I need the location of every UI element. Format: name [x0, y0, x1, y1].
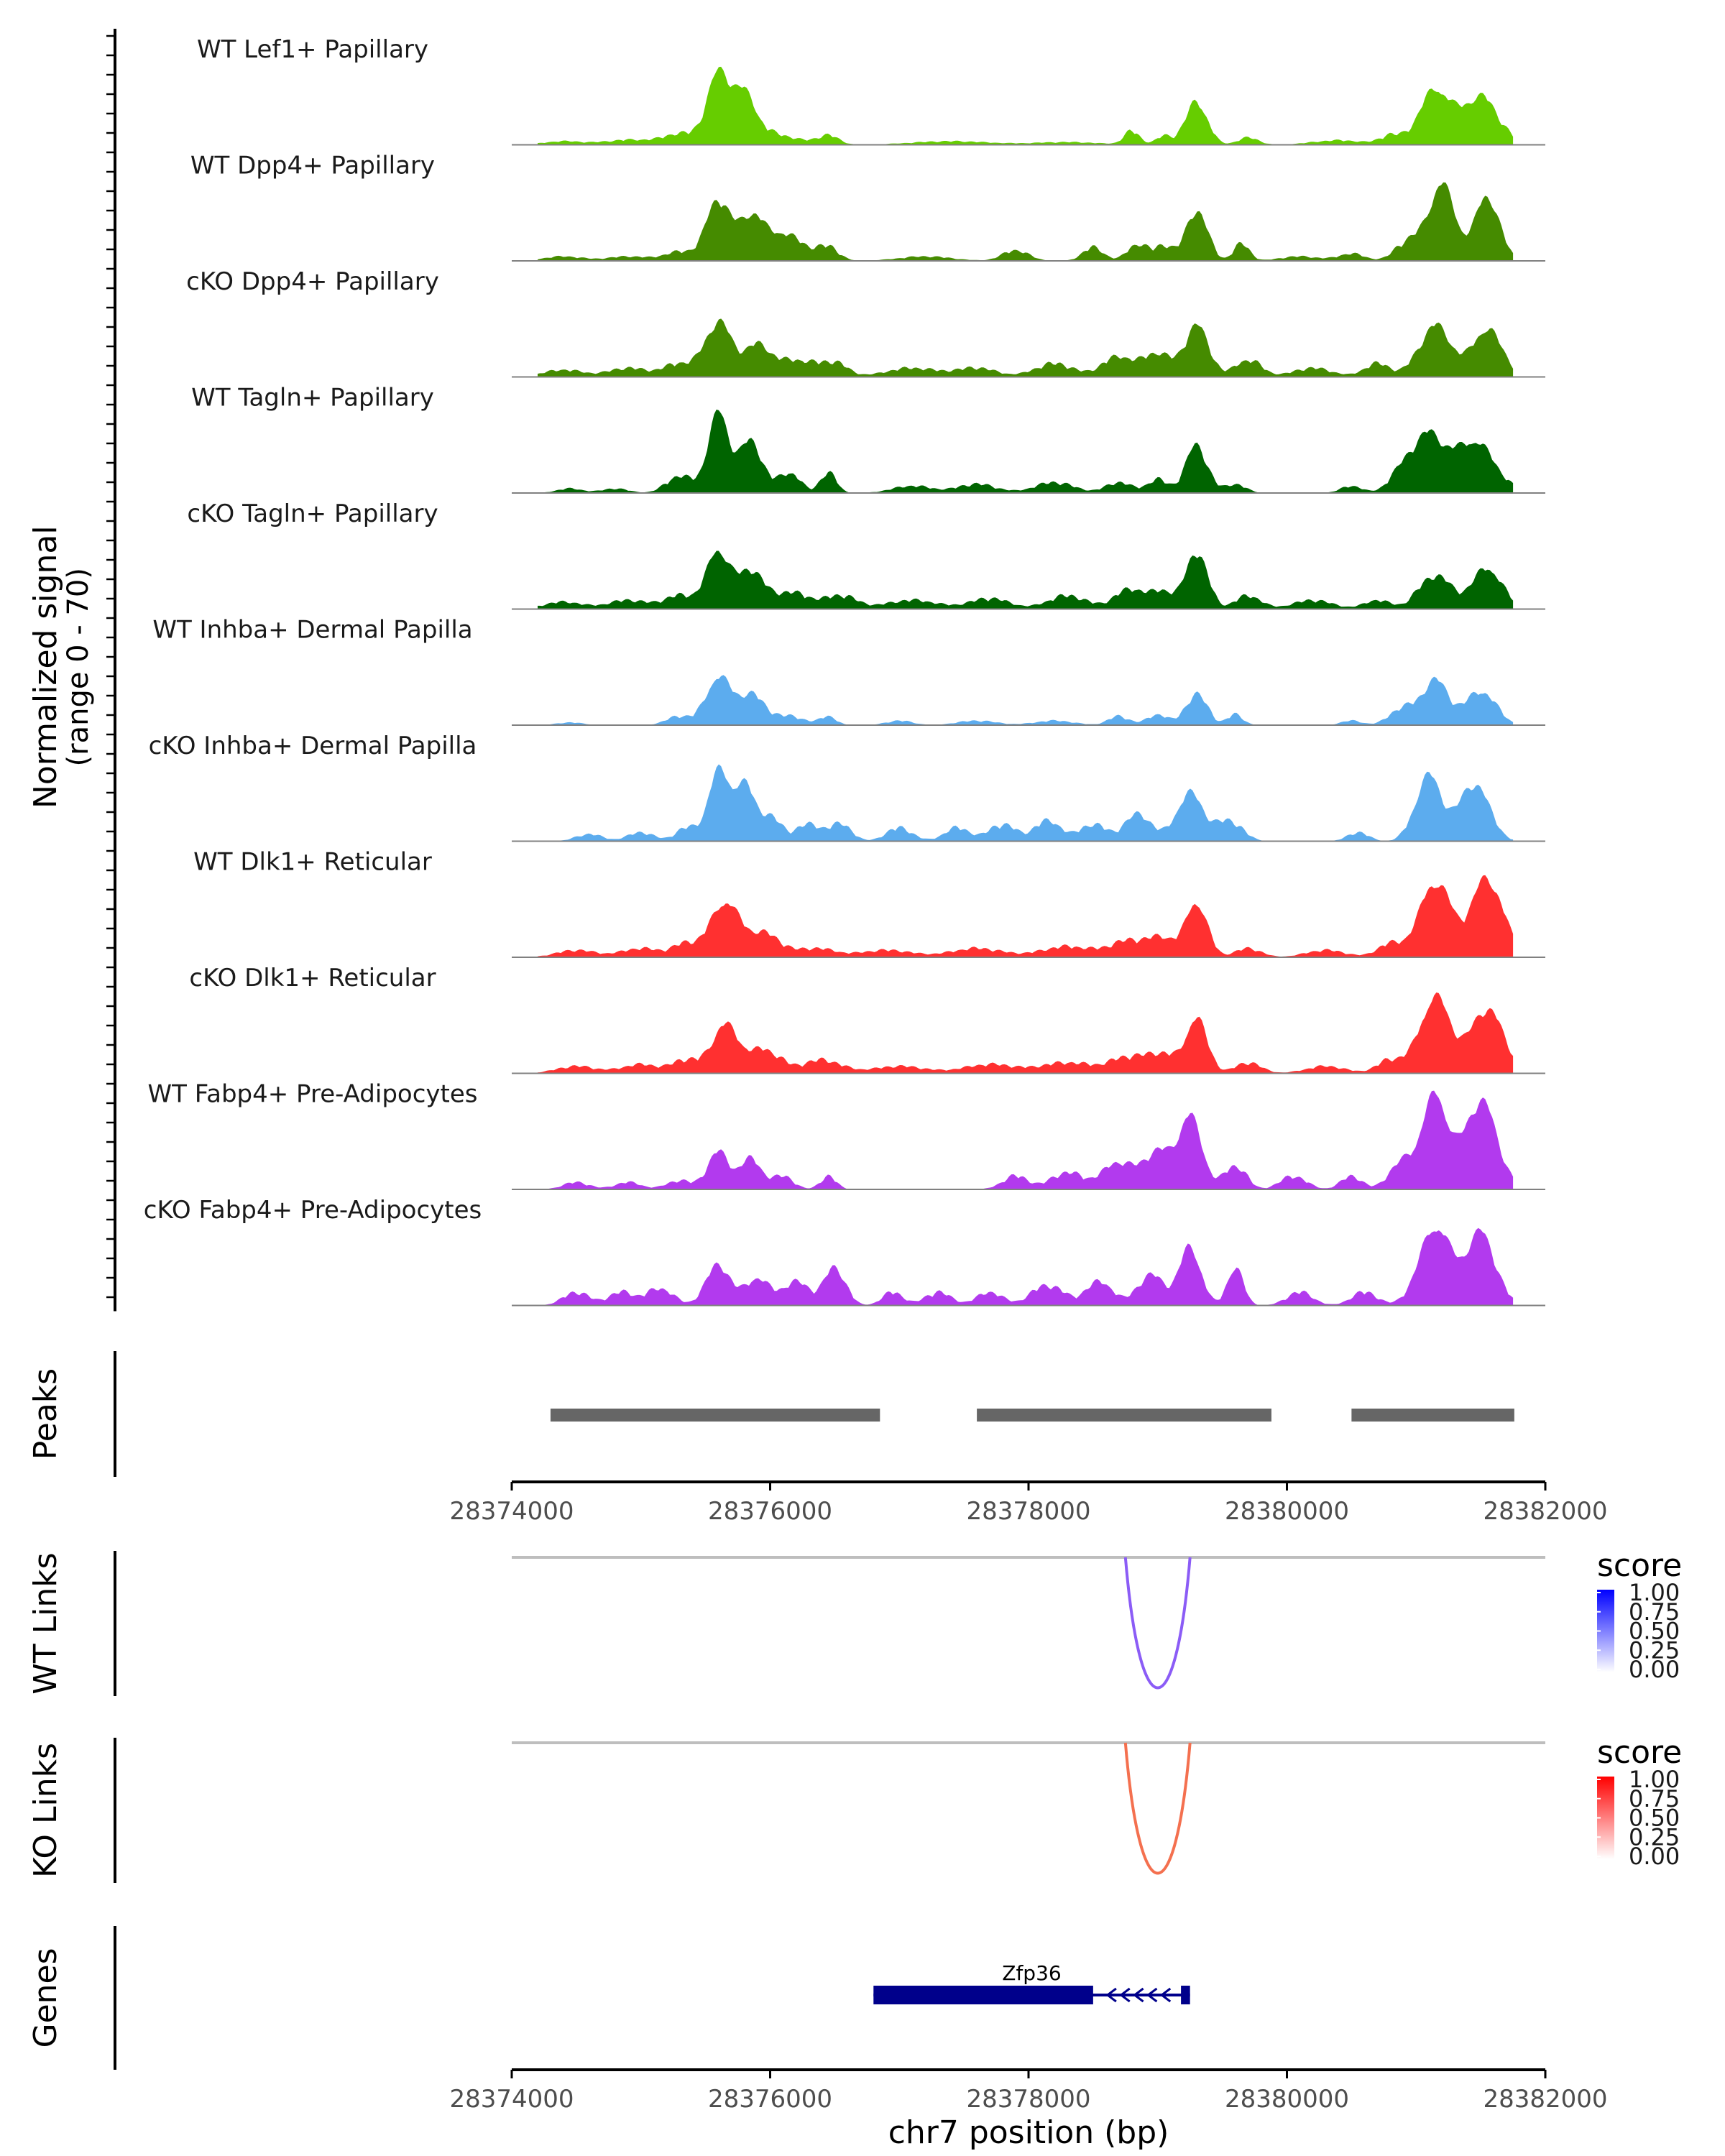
track-label: cKO Dpp4+ Papillary	[186, 267, 439, 296]
ko-legend-label: 0.25	[1629, 1823, 1680, 1851]
genes-x-tick-label: 28374000	[449, 2085, 574, 2114]
genes-x-tick-label: 28380000	[1225, 2085, 1349, 2114]
genes-track-label: Genes	[27, 1948, 64, 2047]
coverage-area	[538, 764, 1514, 842]
gene-name-label: Zfp36	[1002, 1961, 1061, 1985]
coverage-area	[538, 875, 1514, 957]
coverage-area	[538, 409, 1514, 493]
peaks-x-tick-label: 28376000	[708, 1497, 832, 1526]
gene-strand-arrow	[1105, 1987, 1117, 2003]
peaks-x-tick-label: 28378000	[966, 1497, 1090, 1526]
track-label: cKO Dlk1+ Reticular	[189, 964, 436, 992]
gene-strand-arrow	[1133, 1987, 1144, 2003]
wt-legend-label: 0.75	[1629, 1598, 1680, 1626]
track-label: cKO Inhba+ Dermal Papilla	[149, 732, 477, 760]
coverage-area	[538, 550, 1514, 609]
coverage-area	[538, 66, 1514, 145]
coverage-area	[538, 1227, 1514, 1306]
peaks-x-tick-label: 28380000	[1225, 1497, 1349, 1526]
track-label: WT Dpp4+ Papillary	[190, 152, 435, 180]
track-label: cKO Fabp4+ Pre-Adipocytes	[144, 1196, 482, 1225]
wt-legend-label: 1.00	[1629, 1579, 1680, 1606]
genes-x-tick-label: 28382000	[1483, 2085, 1607, 2114]
gene-strand-arrow	[1146, 1987, 1158, 2003]
coverage-area	[538, 182, 1514, 261]
x-axis-title: chr7 position (bp)	[888, 2114, 1169, 2151]
peaks-x-tick-label: 28382000	[1483, 1497, 1607, 1526]
wt-links-track-label: WT Links	[27, 1552, 64, 1694]
ko-legend-label: 1.00	[1629, 1766, 1680, 1793]
ko-legend-title: score	[1597, 1734, 1682, 1771]
wt-legend-label: 0.50	[1629, 1618, 1680, 1645]
track-label: cKO Tagln+ Papillary	[187, 499, 438, 528]
genes-x-tick-label: 28378000	[966, 2085, 1090, 2114]
wt-legend-label: 0.25	[1629, 1636, 1680, 1664]
ko-links-track-label: KO Links	[27, 1743, 64, 1878]
peaks-x-tick-label: 28374000	[449, 1497, 574, 1526]
gene-exon-block	[873, 1986, 1093, 2004]
ko-legend-label: 0.50	[1629, 1805, 1680, 1832]
coverage-y-label-line1: Normalized signal	[27, 525, 64, 808]
wt-legend-title: score	[1597, 1547, 1682, 1584]
gene-strand-arrow	[1159, 1987, 1172, 2003]
ko-link-arc	[1123, 1742, 1192, 1875]
ko-legend-label: 0.75	[1629, 1785, 1680, 1812]
coverage-area	[538, 992, 1514, 1074]
peak-region-bar	[1351, 1409, 1514, 1422]
peak-region-bar	[550, 1409, 880, 1422]
coverage-area	[538, 1090, 1514, 1189]
gene-exon-block	[1181, 1986, 1190, 2004]
track-label: WT Fabp4+ Pre-Adipocytes	[148, 1080, 478, 1109]
peaks-track-label: Peaks	[27, 1368, 64, 1460]
coverage-area	[538, 675, 1514, 725]
coverage-y-label-line2: (range 0 - 70)	[62, 568, 95, 766]
gene-strand-arrow	[1119, 1987, 1131, 2003]
wt-legend-label: 0.00	[1629, 1656, 1680, 1683]
track-label: WT Inhba+ Dermal Papilla	[152, 616, 472, 645]
track-label: WT Dlk1+ Reticular	[193, 848, 432, 877]
peak-region-bar	[977, 1409, 1271, 1422]
wt-link-arc	[1123, 1557, 1192, 1690]
track-label: WT Tagln+ Papillary	[191, 384, 434, 413]
ko-legend-label: 0.00	[1629, 1843, 1680, 1870]
genes-x-tick-label: 28376000	[708, 2085, 832, 2114]
track-label: WT Lef1+ Papillary	[197, 35, 428, 64]
coverage-area	[538, 318, 1514, 377]
